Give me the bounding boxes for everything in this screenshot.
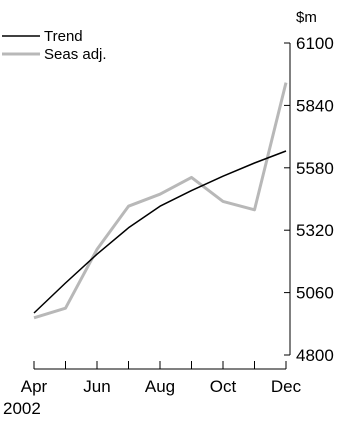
x-tick-label: Jun bbox=[83, 377, 110, 396]
x-tick-label: Apr bbox=[21, 377, 48, 396]
legend-label-trend: Trend bbox=[44, 28, 83, 45]
series-line-trend bbox=[33, 150, 287, 314]
x-tick-label: Oct bbox=[210, 377, 237, 396]
y-tick-label: 4800 bbox=[296, 346, 334, 365]
x-tick-label: Dec bbox=[271, 377, 302, 396]
axes: $m 6100 5840 5580 5320 5060 4800 Apr Jun Aug Oct De… bbox=[3, 9, 334, 418]
y-tick-label: 6100 bbox=[296, 34, 334, 53]
y-tick-label: 5320 bbox=[296, 221, 334, 240]
x-tick-label: Aug bbox=[145, 377, 175, 396]
y-tick-label: 5840 bbox=[296, 96, 334, 115]
series-line-seas-adj bbox=[33, 82, 288, 320]
y-tick-label: 5580 bbox=[296, 159, 334, 178]
y-tick-label: 5060 bbox=[296, 284, 334, 303]
series-lines bbox=[33, 82, 288, 320]
legend-label-seas-adj: Seas adj. bbox=[44, 46, 107, 63]
unit-label: $m bbox=[296, 9, 317, 26]
x-year-label: 2002 bbox=[3, 399, 41, 418]
